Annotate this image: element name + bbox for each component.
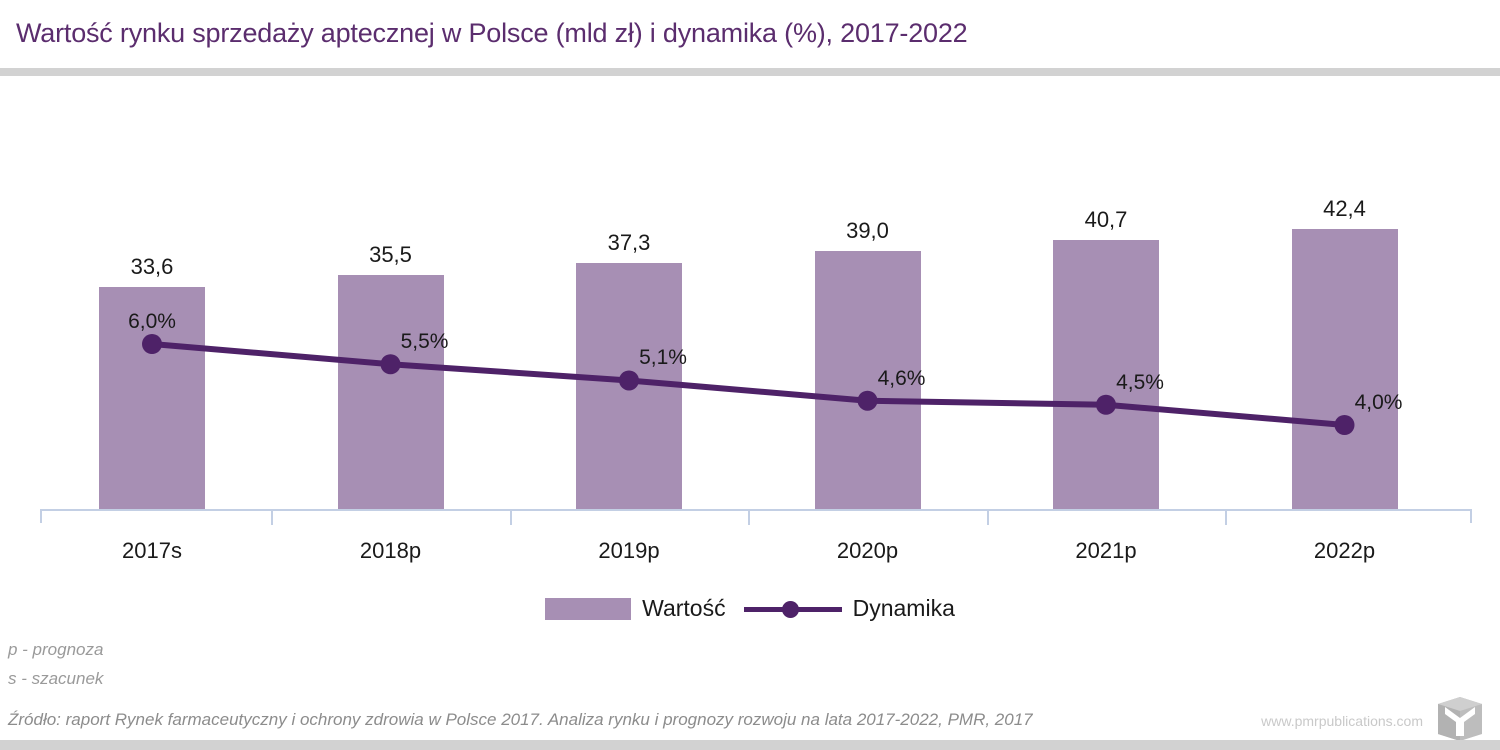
line-marker-2022p[interactable] (1334, 415, 1355, 435)
category-label-2018p: 2018p (359, 538, 422, 563)
line-value-label-2017s: 6,0% (128, 310, 176, 333)
dynamika-line-series (142, 334, 1355, 435)
bar-value-label-2017s: 33,6 (130, 254, 174, 280)
category-label-2020p: 2020p (836, 538, 899, 563)
source-note: Źródło: raport Rynek farmaceutyczny i oc… (8, 710, 1033, 729)
line-value-label-2019p: 5,1% (639, 346, 687, 370)
line-marker-2019p[interactable] (619, 370, 639, 391)
bar-value-label-2021p: 40,7 (1084, 207, 1128, 233)
x-axis-tick-5 (1225, 511, 1228, 525)
legend-label-wartosc: Wartość (642, 595, 726, 621)
footnote-szacunek: s - szacunek (8, 669, 104, 688)
pmr-cube-logo-icon (1438, 697, 1482, 741)
bar-2022p[interactable] (1291, 229, 1398, 509)
line-value-label-2022p: 4,0% (1354, 391, 1403, 414)
legend-item-wartosc[interactable]: Wartość (545, 595, 726, 622)
category-label-2022p: 2022p (1313, 538, 1376, 563)
x-axis-tick-4 (986, 511, 989, 525)
bottom-divider (0, 740, 1500, 750)
bar-2017s[interactable] (99, 287, 205, 509)
bar-value-label-2018p: 35,5 (369, 241, 412, 267)
page-title: Wartość rynku sprzedaży aptecznej w Pols… (16, 18, 968, 48)
footnote-prognoza: p - prognoza (8, 640, 104, 659)
category-label-2019p: 2019p (598, 538, 660, 563)
bar-value-label-2022p: 42,4 (1323, 196, 1366, 221)
bar-value-label-2019p: 37,3 (607, 229, 651, 255)
line-marker-2018p[interactable] (380, 354, 401, 375)
legend-line-marker-icon (743, 598, 842, 620)
x-axis-tick-2 (509, 511, 512, 525)
chart-legend: Wartość Dynamika (0, 595, 1500, 622)
x-axis-tick-1 (271, 511, 274, 525)
bar-2018p[interactable] (337, 274, 444, 509)
title-divider (0, 68, 1500, 76)
legend-item-dynamika[interactable]: Dynamika (743, 595, 955, 622)
x-axis-tick-3 (748, 511, 751, 525)
line-value-label-2021p: 4,5% (1116, 370, 1164, 394)
bar-2020p[interactable] (814, 251, 921, 509)
x-axis-line (40, 509, 1472, 511)
line-value-label-2020p: 4,6% (877, 366, 926, 390)
bar-2021p[interactable] (1053, 240, 1159, 509)
x-axis-cap-right (1470, 509, 1472, 523)
legend-bar-swatch-icon (545, 597, 632, 620)
line-marker-2017s[interactable] (142, 334, 162, 354)
bar-value-label-2020p: 39,0 (846, 218, 889, 244)
x-axis-cap-left (40, 509, 42, 523)
watermark-url: www.pmrpublications.com (1261, 713, 1423, 729)
category-label-2017s: 2017s (122, 538, 182, 563)
line-marker-2020p[interactable] (857, 390, 878, 411)
line-value-label-2018p: 5,5% (400, 330, 449, 354)
plot-area: 33,6 35,5 37,3 39,0 40,7 42,4 6,0% 5,5% 5,1% 4,6… (0, 80, 1500, 563)
category-label-2021p: 2021p (1075, 538, 1137, 563)
legend-label-dynamika: Dynamika (852, 595, 955, 621)
line-marker-2021p[interactable] (1096, 394, 1116, 415)
